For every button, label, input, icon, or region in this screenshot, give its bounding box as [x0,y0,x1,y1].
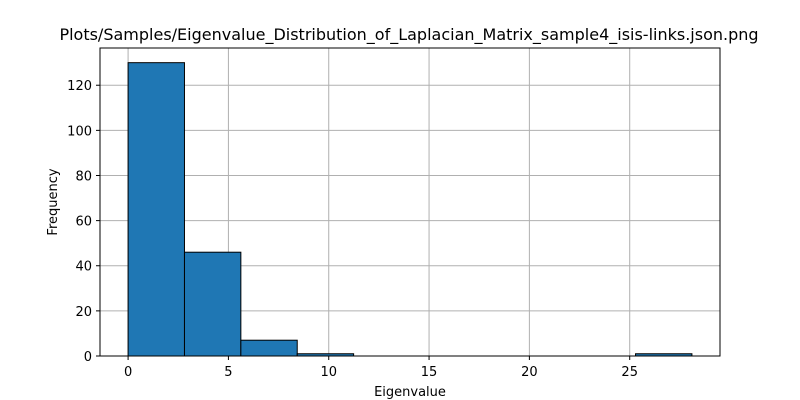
y-axis-ticks: 0 20 40 60 80 100 120 [67,79,100,365]
x-tick-label: 20 [521,365,538,380]
x-tick-label: 0 [124,365,132,380]
grid-lines [100,48,720,357]
y-tick-label: 120 [67,79,92,94]
x-tick-label: 15 [421,365,438,380]
histogram-bar [240,339,298,357]
histogram-bar [127,62,185,357]
x-tick-label: 5 [224,365,232,380]
y-tick-label: 20 [75,305,92,320]
x-tick-label: 25 [621,365,638,380]
histogram-bar [183,251,242,357]
x-axis-ticks: 0 5 10 15 20 25 [124,356,638,380]
histogram-bars [127,62,693,357]
y-tick-label: 80 [75,169,92,184]
y-tick-label: 100 [67,124,92,139]
y-tick-label: 40 [75,260,92,275]
y-axis-label: Frequency [46,168,61,235]
x-tick-label: 10 [320,365,337,380]
chart-title: Plots/Samples/Eigenvalue_Distribution_of… [59,25,758,45]
plot-area-frame [99,47,721,357]
y-tick-label: 60 [75,215,92,230]
y-tick-label: 0 [84,350,92,365]
x-axis-label: Eigenvalue [374,385,446,400]
